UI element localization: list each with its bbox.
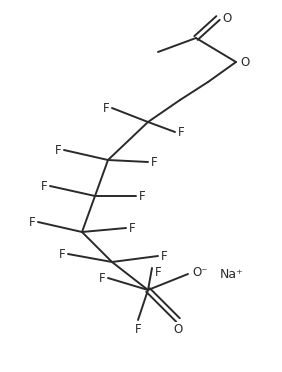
Text: F: F — [58, 247, 65, 260]
Text: F: F — [139, 189, 146, 202]
Text: F: F — [54, 144, 61, 157]
Text: F: F — [151, 155, 158, 169]
Text: O: O — [240, 55, 249, 68]
Text: F: F — [129, 221, 136, 234]
Text: F: F — [28, 215, 35, 228]
Text: F: F — [135, 323, 141, 336]
Text: F: F — [161, 250, 168, 263]
Text: F: F — [40, 180, 47, 192]
Text: F: F — [155, 266, 162, 279]
Text: O: O — [173, 323, 183, 336]
Text: F: F — [102, 102, 109, 115]
Text: O⁻: O⁻ — [192, 266, 208, 279]
Text: F: F — [98, 272, 105, 285]
Text: O: O — [222, 12, 231, 25]
Text: F: F — [178, 125, 185, 138]
Text: Na⁺: Na⁺ — [220, 267, 244, 280]
